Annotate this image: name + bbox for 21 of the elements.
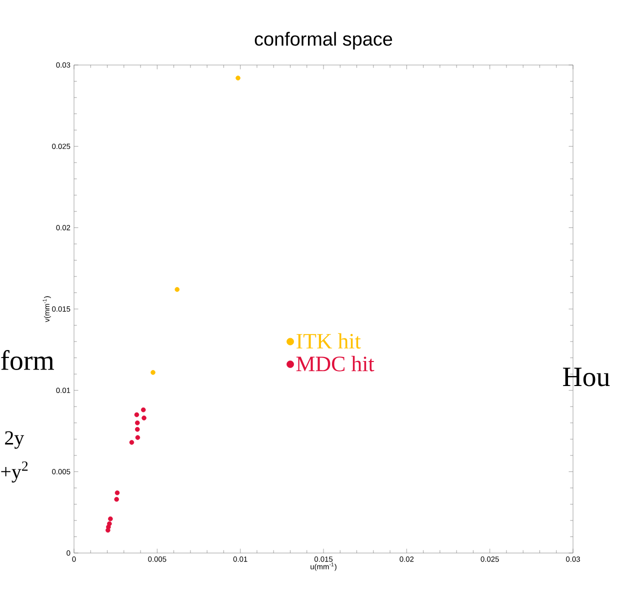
point — [135, 435, 140, 440]
legend-label: MDC hit — [296, 356, 374, 372]
text: +y$^{2}$ — [1, 461, 28, 483]
chart-title: conformal space — [254, 32, 392, 50]
point — [106, 528, 110, 533]
point — [114, 496, 119, 502]
point — [142, 416, 146, 420]
legend-label: ITK hit — [296, 333, 361, 349]
point — [129, 440, 134, 445]
point — [174, 287, 180, 292]
point — [134, 412, 140, 418]
text: 2y — [5, 431, 24, 449]
point — [108, 516, 113, 522]
point — [140, 407, 146, 412]
point — [236, 76, 240, 80]
point — [114, 490, 120, 496]
text: form — [1, 350, 54, 370]
point — [150, 370, 156, 375]
point — [134, 426, 140, 432]
annotation: Hou — [563, 368, 610, 386]
point — [134, 420, 140, 426]
